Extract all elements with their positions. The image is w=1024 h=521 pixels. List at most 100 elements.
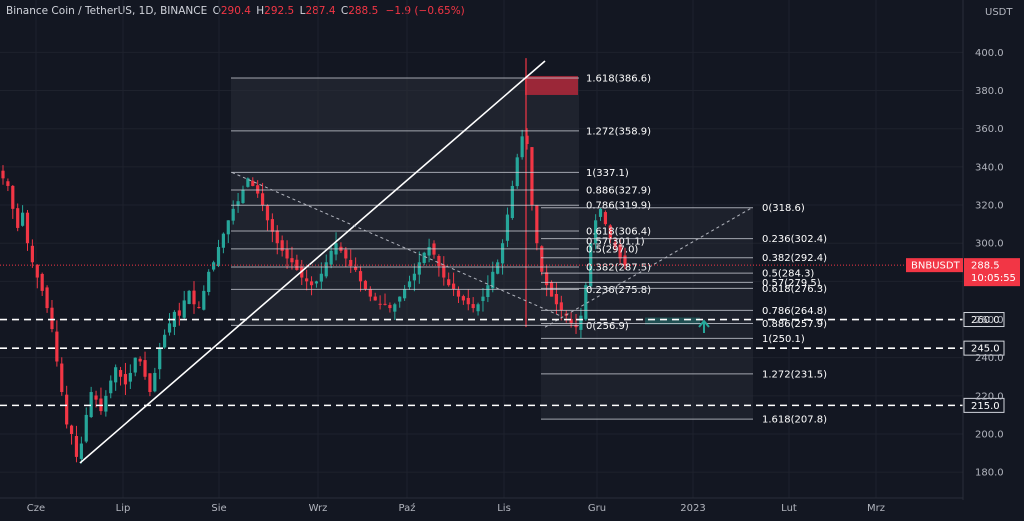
candle-body [207,271,211,293]
candle-body [251,180,255,186]
candle-body [143,360,147,377]
candle-body [104,395,108,412]
price-tag [964,258,1020,287]
candle-body [383,303,387,305]
candle-body [123,374,128,385]
candle-body [437,256,441,267]
candle-body [349,259,353,267]
fib-label: 0.236(302.4) [762,234,827,245]
candle-body [422,252,426,263]
candle-body [363,280,368,289]
candle-body [393,304,397,312]
y-tick-label: 380.0 [975,86,1004,97]
candle-body [202,290,206,310]
support-tag-label: 245.0 [971,344,1000,355]
fib-box-2 [541,207,753,420]
y-tick-label: 400.0 [975,48,1004,59]
candle-body [412,273,417,281]
candle-body [309,281,314,286]
candle-body [182,300,186,318]
candle-body [40,273,44,291]
candle-body [211,262,216,270]
candle-body [197,306,201,309]
candle-body [25,212,30,244]
fib-label: 1.618(386.6) [586,73,651,84]
y-tick-label: 360.0 [975,124,1004,135]
fib-label: 0.236(275.8) [586,285,651,296]
candle-body [65,394,69,425]
candle-body [510,185,514,218]
open-value: 290.4 [220,5,251,17]
candle-body [295,259,299,270]
fib-label: 1.272(358.9) [586,126,651,137]
candle-body [94,395,98,400]
candle-body [256,185,260,194]
time-axis[interactable]: Cze Lip Sie Wrz Paź Lis Gru 2023 Lut Mrz [27,502,885,514]
currency-label: USDT [985,7,1013,18]
target-zone [645,317,700,325]
candle-body [447,279,451,286]
symbol-tag-label: BNBUSDT [911,261,961,272]
candle-body [574,324,578,328]
trend-drawings[interactable] [79,60,753,464]
fib-lines[interactable]: 1.618(386.6) 1.272(358.9) 1(337.1) 0.886(32… [231,73,827,426]
candle-body [535,205,539,244]
candle-body [79,443,83,459]
candle-body [579,315,583,330]
y-tick-label: 180.0 [975,468,1004,479]
candle-body [554,294,559,305]
candle-body [623,255,627,266]
fib-box-1 [231,77,579,326]
support-lines[interactable]: 260.0 245.0 215.0 [0,312,1005,413]
support-tag [963,340,1005,356]
candle-body [594,220,598,244]
candle-body [427,247,431,256]
candle-body [109,380,113,394]
candle-body [128,372,132,382]
x-tick-label: Gru [588,503,606,514]
candle-body [608,225,612,240]
candle-body [481,296,485,302]
candle-body [226,220,230,235]
candle-body [20,212,25,226]
candle-body [569,319,573,324]
candle-body [192,290,196,305]
candle-body [520,136,524,158]
fib-label: 1(250.1) [762,334,805,345]
candle-body [603,212,608,225]
candle-body [275,230,279,244]
candle-body [329,250,333,265]
candle-body [525,135,529,144]
candle-body [344,249,348,259]
candle-body [270,219,274,232]
candle-body [153,372,157,392]
change-value: −1.9 (−0.65%) [385,5,465,17]
y-tick-label: 200.0 [975,430,1004,441]
candle-body [491,271,495,289]
candle-body [358,271,363,282]
fib-label: 0.5(284.3) [762,269,814,280]
candle-body [388,304,392,309]
candle-body [598,208,603,217]
x-tick-label: Lis [497,503,511,514]
candle-body [35,264,39,278]
candle-body [260,193,265,206]
candle-body [319,273,323,282]
candle-body [461,296,465,301]
candle-body [241,189,245,203]
x-tick-label: Lip [116,503,131,514]
price-tag-countdown: 10:05:55 [971,273,1016,284]
y-tick-label: 220.0 [975,391,1004,402]
open-label: O [212,5,221,17]
candle-body [138,358,142,362]
x-tick-label: Sie [211,503,226,514]
candle-body [618,244,622,259]
candle-body [589,243,593,287]
candle-body [540,246,544,272]
candle-body [613,242,617,248]
x-tick-label: 2023 [680,503,705,514]
candle-body [246,178,250,187]
candle-body [515,157,519,187]
candle-body [398,296,402,302]
